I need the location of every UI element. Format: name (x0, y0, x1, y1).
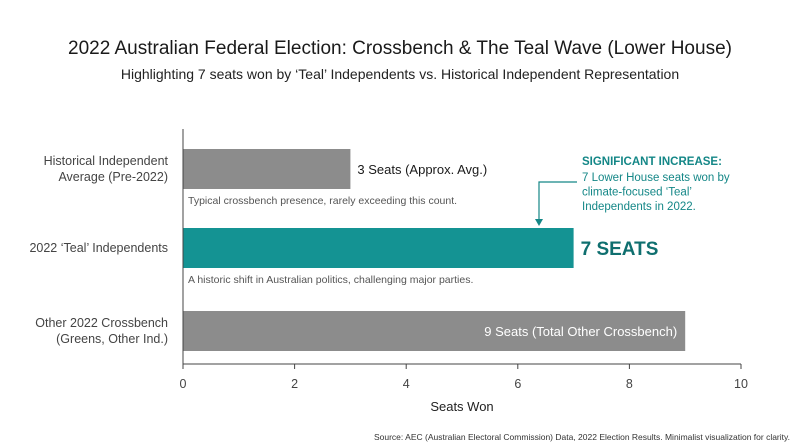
chart-subtitle: Highlighting 7 seats won by ‘Teal’ Indep… (121, 66, 679, 82)
x-tick-label: 10 (734, 377, 748, 391)
annotation-callout: SIGNIFICANT INCREASE: 7 Lower House seat… (535, 156, 730, 226)
x-axis-label: Seats Won (430, 399, 493, 414)
category-label-line: Historical Independent (44, 154, 169, 168)
chart-title: 2022 Australian Federal Election: Crossb… (68, 38, 732, 59)
category-labels: Historical Independent Average (Pre-2022)… (29, 154, 168, 346)
annotation-heading: SIGNIFICANT INCREASE: (582, 156, 722, 168)
x-tick-label: 0 (180, 377, 187, 391)
category-label-line: 2022 ‘Teal’ Independents (29, 241, 168, 255)
bar-value-label: 7 SEATS (581, 239, 659, 260)
bar-note: A historic shift in Australian politics,… (188, 274, 473, 286)
annotation-line: Independents in 2022. (582, 201, 696, 213)
bar-notes: Typical crossbench presence, rarely exce… (188, 195, 473, 286)
bar-note: Typical crossbench presence, rarely exce… (188, 195, 457, 207)
category-label: Other 2022 Crossbench (Greens, Other Ind.… (35, 316, 168, 346)
category-label-line: Other 2022 Crossbench (35, 316, 168, 330)
annotation-line: climate-focused ‘Teal’ (582, 187, 692, 199)
annotation-arrow-head (535, 219, 543, 226)
x-axis-ticks: 0 2 4 6 8 10 (180, 364, 748, 391)
annotation-line: 7 Lower House seats won by (582, 172, 730, 184)
source-note: Source: AEC (Australian Electoral Commis… (374, 432, 790, 442)
bar-value-label: 9 Seats (Total Other Crossbench) (484, 324, 677, 339)
x-tick-label: 8 (626, 377, 633, 391)
bar (183, 311, 686, 351)
bar (183, 228, 574, 268)
x-tick-label: 2 (291, 377, 298, 391)
bars (183, 149, 686, 351)
annotation-body: 7 Lower House seats won by climate-focuse… (582, 172, 730, 213)
category-label: 2022 ‘Teal’ Independents (29, 241, 168, 255)
category-label: Historical Independent Average (Pre-2022) (44, 154, 169, 184)
annotation-arrow-line (538, 181, 577, 219)
category-label-line: Average (Pre-2022) (58, 170, 168, 184)
x-tick-label: 4 (403, 377, 410, 391)
x-tick-label: 6 (514, 377, 521, 391)
bar-labels: 3 Seats (Approx. Avg.) 7 SEATS 9 Seats (To… (357, 162, 677, 339)
bar-value-label: 3 Seats (Approx. Avg.) (357, 162, 487, 177)
bar (183, 149, 351, 189)
category-label-line: (Greens, Other Ind.) (56, 332, 168, 346)
